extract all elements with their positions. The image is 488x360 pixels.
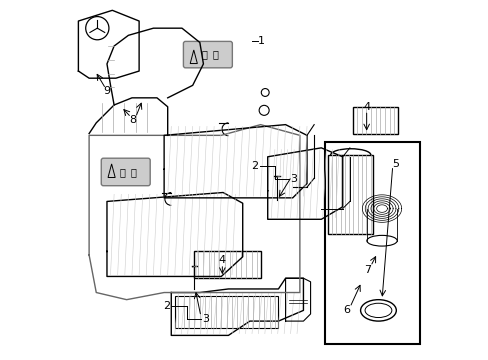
Ellipse shape (365, 303, 391, 318)
Ellipse shape (360, 300, 395, 321)
Text: 8: 8 (129, 115, 136, 125)
Text: 4: 4 (218, 255, 225, 265)
Bar (175, 296, 278, 328)
Ellipse shape (366, 235, 396, 246)
Ellipse shape (259, 105, 268, 115)
Bar (353, 107, 397, 134)
FancyBboxPatch shape (183, 41, 232, 68)
Text: 3: 3 (290, 174, 297, 184)
Text: 4: 4 (363, 102, 369, 112)
Text: ⧆: ⧆ (130, 167, 136, 177)
Text: 5: 5 (391, 159, 398, 169)
Bar (324, 143, 419, 344)
Text: ⧆: ⧆ (201, 50, 207, 60)
Bar (328, 155, 372, 234)
Text: 7: 7 (364, 265, 370, 275)
Ellipse shape (261, 89, 268, 96)
Text: 2: 2 (250, 161, 258, 171)
Text: ⧆: ⧆ (119, 167, 125, 177)
Text: 6: 6 (342, 305, 349, 315)
Text: 2: 2 (163, 301, 170, 311)
FancyBboxPatch shape (101, 158, 150, 186)
Bar (194, 251, 260, 278)
Text: 3: 3 (202, 314, 209, 324)
Text: ⧆: ⧆ (212, 50, 218, 60)
Text: 9: 9 (103, 86, 110, 96)
Ellipse shape (85, 17, 109, 40)
Text: 1: 1 (258, 36, 264, 46)
